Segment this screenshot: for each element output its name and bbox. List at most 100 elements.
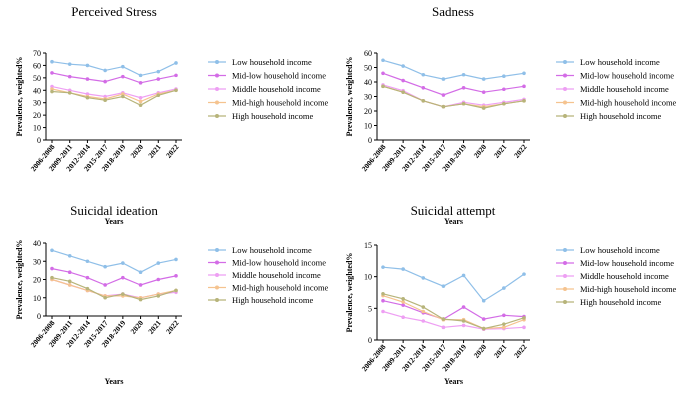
legend-label: High household income <box>580 297 661 307</box>
data-point <box>522 71 526 76</box>
data-point <box>67 279 72 284</box>
legend-marker <box>563 287 567 291</box>
data-point <box>67 74 72 79</box>
y-tick-label: 50 <box>364 64 372 73</box>
legend-label: Middle household income <box>232 270 321 280</box>
data-point <box>441 325 446 330</box>
data-point <box>421 309 426 314</box>
series-line-2 <box>382 72 525 96</box>
legend-label: Mid-low household income <box>232 71 326 81</box>
data-point <box>421 86 426 90</box>
legend-label: Low household income <box>580 57 660 67</box>
y-tick-label: 40 <box>33 239 41 248</box>
x-axis-label: Years <box>104 377 123 386</box>
data-point <box>502 87 506 92</box>
legend-label: High household income <box>580 111 661 121</box>
chart-title: Sadness <box>432 4 474 19</box>
y-axis-label: Prevalence, weighted% <box>345 253 354 333</box>
data-point <box>85 286 90 291</box>
series-line-3 <box>382 310 525 330</box>
legend-marker <box>563 87 567 91</box>
data-point <box>522 272 526 276</box>
data-point <box>461 86 466 90</box>
chart-panel-3: Suicidal ideation0102030402006-20082009-… <box>15 203 329 386</box>
data-point <box>174 73 178 78</box>
data-point <box>103 68 107 73</box>
legend-label: Mid-low household income <box>580 258 674 268</box>
data-point <box>401 267 405 271</box>
series-line-2 <box>382 300 525 320</box>
data-point <box>50 248 54 253</box>
legend-marker <box>563 114 567 118</box>
legend-marker <box>215 260 219 265</box>
legend-label: Low household income <box>232 245 312 255</box>
data-point <box>121 94 125 99</box>
data-point <box>174 288 178 293</box>
legend-label: Mid-high household income <box>232 283 329 293</box>
data-point <box>121 92 125 96</box>
data-point <box>50 71 54 75</box>
data-point <box>421 276 426 280</box>
data-point <box>441 317 446 321</box>
legend-marker <box>215 114 219 118</box>
data-point <box>481 298 486 303</box>
data-point <box>401 64 405 68</box>
x-tick-label: 2020 <box>129 142 146 159</box>
data-point <box>121 74 125 79</box>
data-point <box>481 90 486 94</box>
data-point <box>421 72 426 77</box>
x-tick-label: 2021 <box>146 142 163 159</box>
legend-label: Mid-low household income <box>580 71 674 81</box>
legend-marker <box>215 298 219 302</box>
data-point <box>502 325 506 330</box>
y-tick-label: 70 <box>33 49 41 58</box>
chart-title: Perceived Stress <box>71 4 157 19</box>
legend-marker <box>563 274 567 278</box>
x-tick-label: 2021 <box>492 142 509 159</box>
data-point <box>441 284 446 288</box>
data-point <box>121 292 125 296</box>
x-tick-label: 2022 <box>164 318 181 335</box>
legend-marker <box>563 73 567 78</box>
data-point <box>67 283 72 287</box>
data-point <box>441 93 446 97</box>
data-point <box>138 81 143 85</box>
data-point <box>138 297 143 302</box>
legend-label: Middle household income <box>580 271 669 281</box>
y-tick-label: 0 <box>368 136 372 145</box>
data-point <box>67 270 72 275</box>
data-point <box>421 305 426 309</box>
data-point <box>138 99 143 104</box>
data-point <box>50 275 54 280</box>
data-point <box>421 99 426 103</box>
y-axis-label: Prevalence, weighted% <box>15 240 24 320</box>
data-point <box>85 259 90 264</box>
x-axis-label: Years <box>444 377 463 386</box>
y-tick-label: 30 <box>33 99 41 108</box>
legend-label: Low household income <box>232 57 312 67</box>
data-point <box>461 72 466 77</box>
data-point <box>174 61 178 65</box>
data-point <box>121 64 125 69</box>
data-point <box>522 325 526 330</box>
y-tick-label: 10 <box>33 124 41 133</box>
series-line-1 <box>51 61 177 77</box>
data-point <box>156 69 161 74</box>
data-point <box>401 300 405 304</box>
data-point <box>103 94 107 99</box>
y-tick-label: 20 <box>364 107 372 116</box>
x-tick-label: 2020 <box>472 142 489 159</box>
series-line-1 <box>382 59 525 80</box>
y-axis-label: Prevalence, weighted% <box>15 57 24 137</box>
data-point <box>121 275 125 280</box>
data-point <box>401 297 405 301</box>
legend-label: High household income <box>232 295 313 305</box>
series-line-5 <box>51 89 177 106</box>
y-tick-label: 5 <box>368 304 372 313</box>
series-line-1 <box>51 249 177 273</box>
legend-label: Mid-high household income <box>232 98 329 108</box>
data-point <box>50 59 54 64</box>
data-point <box>103 295 107 300</box>
data-point <box>50 87 54 91</box>
data-point <box>156 294 161 298</box>
